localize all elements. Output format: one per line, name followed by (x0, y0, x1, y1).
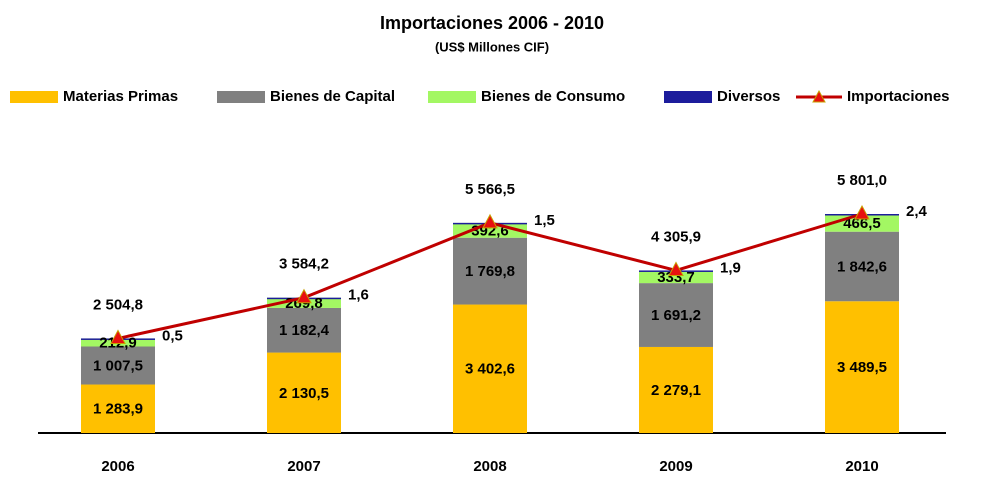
data-label: 1,9 (720, 259, 741, 276)
bar-segment (639, 346, 713, 433)
data-label: 1,6 (348, 287, 369, 304)
bar-segment (267, 352, 341, 433)
bar-segment (453, 237, 527, 305)
bar-segment (81, 384, 155, 433)
data-label: 5 801,0 (837, 172, 887, 189)
legend-swatch (10, 91, 58, 103)
line-marker (854, 204, 870, 220)
data-label: 1 769,8 (465, 263, 515, 280)
data-label: 333,7 (657, 269, 695, 286)
legend-swatch (664, 91, 712, 103)
line-marker (482, 213, 498, 229)
legend-label: Materias Primas (63, 88, 178, 105)
data-label: 2 130,5 (279, 385, 329, 402)
data-label: 2 504,8 (93, 296, 143, 313)
x-tick-label: 2007 (287, 458, 320, 475)
legend-label: Bienes de Consumo (481, 88, 625, 105)
data-label: 466,5 (843, 215, 881, 232)
x-tick-label: 2008 (473, 458, 506, 475)
bar-segment (825, 231, 899, 302)
data-label: 5 566,5 (465, 181, 515, 198)
bar-segment (267, 307, 341, 353)
data-label: 3 402,6 (465, 361, 515, 378)
data-label: 3 584,2 (279, 256, 329, 273)
bar-segment (81, 346, 155, 385)
legend-swatch (428, 91, 476, 103)
legend-label: Bienes de Capital (270, 88, 395, 105)
chart-subtitle: (US$ Millones CIF) (435, 39, 549, 54)
bar-segment (453, 304, 527, 433)
bar-segment (825, 301, 899, 433)
bar-segment (639, 283, 713, 347)
bar-segment (639, 270, 713, 284)
data-label: 1 842,6 (837, 258, 887, 275)
data-label: 1 182,4 (279, 322, 330, 339)
x-tick-label: 2010 (845, 458, 878, 475)
data-label: 1,5 (534, 212, 555, 229)
data-label: 0,5 (162, 327, 183, 344)
line-marker (668, 261, 684, 276)
line-marker (110, 329, 126, 344)
data-label: 1 691,2 (651, 307, 701, 324)
legend-swatch (217, 91, 265, 103)
legend-label: Diversos (717, 88, 780, 105)
legend-label: Importaciones (847, 88, 950, 105)
data-label: 1 283,9 (93, 401, 143, 418)
x-tick-label: 2006 (101, 458, 134, 475)
data-label: 2 279,1 (651, 382, 701, 399)
data-label: 1 007,5 (93, 357, 143, 374)
legend-marker (812, 89, 826, 103)
data-label: 4 305,9 (651, 228, 701, 245)
line-marker (296, 288, 312, 304)
data-label: 3 489,5 (837, 359, 887, 376)
chart-title: Importaciones 2006 - 2010 (380, 13, 604, 33)
data-label: 2,4 (906, 203, 928, 220)
x-tick-label: 2009 (659, 458, 692, 475)
